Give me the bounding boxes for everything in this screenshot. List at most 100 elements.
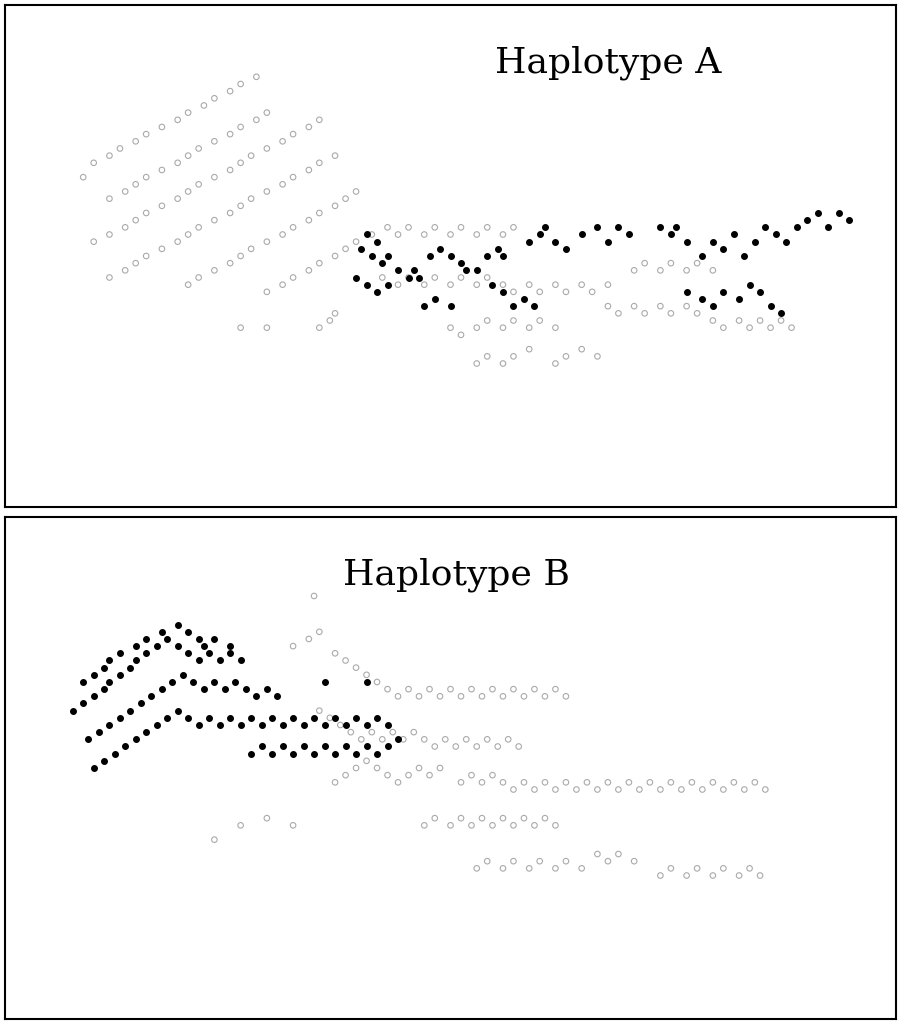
Point [129, 176, 143, 193]
Point [679, 233, 694, 250]
Point [538, 810, 552, 826]
Point [454, 810, 469, 826]
Point [685, 774, 699, 791]
Point [207, 831, 222, 848]
Point [259, 319, 274, 336]
Point [228, 674, 242, 690]
Point [690, 305, 705, 322]
Point [406, 262, 421, 279]
Point [486, 767, 500, 783]
Point [569, 781, 584, 798]
Point [653, 262, 668, 279]
Point [323, 312, 337, 329]
Point [170, 155, 185, 171]
Point [480, 312, 495, 329]
Point [758, 219, 772, 236]
Point [254, 738, 268, 755]
Point [155, 162, 169, 178]
Point [480, 269, 495, 286]
Point [191, 269, 205, 286]
Point [517, 774, 532, 791]
Point [276, 276, 290, 293]
Point [307, 710, 322, 726]
Point [748, 774, 762, 791]
Point [97, 659, 112, 676]
Point [475, 774, 489, 791]
Point [259, 140, 274, 157]
Point [328, 745, 342, 762]
Point [312, 112, 326, 128]
Point [129, 212, 143, 228]
Point [679, 867, 694, 884]
Point [679, 284, 694, 300]
Point [328, 147, 342, 164]
Point [506, 681, 521, 697]
Point [391, 262, 405, 279]
Point [575, 276, 589, 293]
Point [369, 760, 384, 776]
Point [664, 860, 678, 877]
Point [233, 717, 248, 733]
Point [532, 853, 547, 869]
Point [548, 681, 562, 697]
Point [349, 745, 363, 762]
Point [233, 652, 248, 669]
Point [842, 212, 857, 228]
Point [633, 781, 647, 798]
Point [380, 717, 395, 733]
Point [575, 226, 589, 243]
Point [705, 312, 720, 329]
Point [428, 291, 442, 307]
Point [480, 731, 495, 748]
Point [170, 702, 185, 719]
Point [475, 688, 489, 705]
Point [642, 774, 657, 791]
Point [118, 219, 132, 236]
Point [150, 638, 164, 654]
Point [276, 226, 290, 243]
Point [417, 731, 432, 748]
Point [339, 241, 353, 257]
Point [139, 645, 153, 662]
Point [328, 774, 342, 791]
Point [333, 717, 348, 733]
Point [181, 645, 196, 662]
Point [302, 631, 316, 647]
Point [469, 860, 484, 877]
Point [763, 319, 778, 336]
Point [102, 147, 116, 164]
Point [391, 731, 405, 748]
Point [312, 702, 326, 719]
Point [454, 255, 469, 271]
Point [375, 269, 389, 286]
Point [774, 312, 788, 329]
Point [302, 212, 316, 228]
Point [464, 817, 478, 834]
Point [522, 233, 536, 250]
Text: Haplotype A: Haplotype A [496, 45, 722, 80]
Point [443, 226, 458, 243]
Point [428, 738, 442, 755]
Point [627, 298, 642, 314]
Point [207, 262, 222, 279]
Point [469, 276, 484, 293]
Point [821, 219, 835, 236]
Point [412, 688, 426, 705]
Point [380, 767, 395, 783]
Point [506, 312, 521, 329]
Point [412, 269, 426, 286]
Point [276, 717, 290, 733]
Point [469, 226, 484, 243]
Point [380, 681, 395, 697]
Point [307, 588, 322, 604]
Point [349, 183, 363, 200]
Point [113, 645, 127, 662]
Point [579, 774, 594, 791]
Point [155, 624, 169, 640]
Point [129, 133, 143, 150]
Point [428, 269, 442, 286]
Point [286, 745, 300, 762]
Point [779, 233, 794, 250]
Point [254, 717, 268, 733]
Point [785, 319, 799, 336]
